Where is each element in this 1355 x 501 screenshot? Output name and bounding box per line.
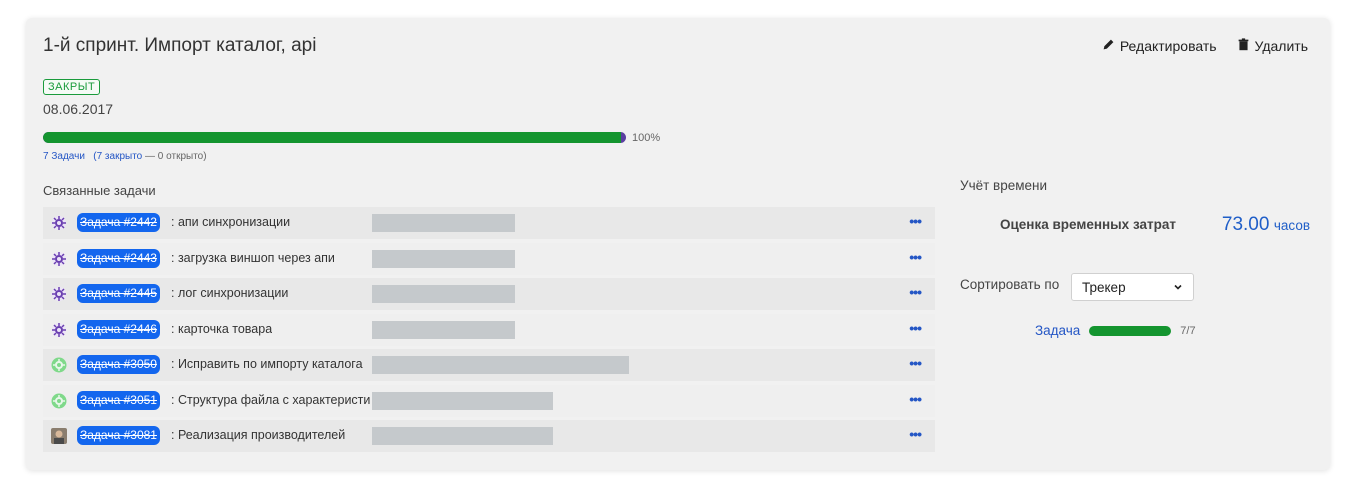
- sort-select[interactable]: Трекер: [1071, 273, 1194, 301]
- task-more-button[interactable]: •••: [909, 284, 922, 300]
- estimate-hours: 73.00: [1221, 214, 1270, 235]
- page-title: 1-й спринт. Импорт каталог, api: [43, 35, 317, 56]
- task-row: Задача #2445 : лог синхронизации •••: [43, 278, 935, 310]
- task-more-button[interactable]: •••: [909, 426, 922, 442]
- estimate-unit: часов: [1273, 218, 1310, 233]
- delete-button[interactable]: Удалить: [1237, 38, 1308, 54]
- task-subject: : карточка товара: [171, 321, 273, 336]
- task-row: Задача #3050 : Исправить по импорту ката…: [43, 349, 935, 381]
- gear-green-icon: [51, 357, 67, 373]
- gear-purple-icon: [51, 251, 67, 267]
- avatar-icon: [51, 428, 67, 444]
- chevron-down-icon: [1174, 284, 1182, 290]
- redacted-block: [372, 214, 515, 232]
- task-subject: : лог синхронизации: [171, 286, 289, 300]
- estimate-value: 73.00 часов: [1222, 214, 1310, 236]
- time-tracking-title: Учёт времени: [960, 178, 1048, 193]
- redacted-block: [372, 356, 629, 374]
- group-progress-bar: [1089, 325, 1172, 336]
- open-count-text: — 0 открыто): [142, 151, 207, 162]
- edit-label: Редактировать: [1119, 38, 1217, 54]
- task-subject: : загрузка виншоп через апи: [171, 250, 335, 265]
- task-link[interactable]: Задача #3050: [77, 355, 160, 374]
- redacted-block: [372, 249, 515, 268]
- task-row: Задача #2443 : загрузка виншоп через апи…: [43, 242, 935, 275]
- delete-label: Удалить: [1254, 38, 1308, 54]
- task-subject: : Структура файла с характеристи: [171, 392, 371, 407]
- sprint-card: 1-й спринт. Импорт каталог, api Редактир…: [26, 18, 1330, 470]
- redacted-block: [372, 320, 515, 339]
- status-badge: ЗАКРЫТ: [43, 79, 101, 95]
- task-row: Задача #2442 : апи синхронизации •••: [43, 207, 935, 239]
- sort-label: Сортировать по: [960, 277, 1060, 292]
- edit-button[interactable]: Редактировать: [1102, 38, 1217, 54]
- task-counts: 7 Задачи (7 закрыто — 0 открыто): [43, 151, 207, 162]
- redacted-block: [372, 427, 553, 445]
- task-subject: : апи синхронизации: [171, 215, 291, 229]
- task-row: Задача #3081 : Реализация производителей…: [43, 420, 935, 452]
- sprint-progress-bar: [43, 132, 626, 143]
- sprint-progress-fill: [43, 132, 622, 143]
- task-subject: : Реализация производителей: [171, 428, 346, 442]
- tasks-count-link[interactable]: 7 Задачи: [43, 151, 85, 162]
- task-more-button[interactable]: •••: [909, 319, 922, 336]
- redacted-block: [372, 391, 553, 410]
- task-link[interactable]: Задача #2442: [77, 213, 160, 232]
- gear-green-icon: [51, 393, 67, 409]
- trash-icon: [1237, 38, 1250, 54]
- sort-selected-value: Трекер: [1082, 279, 1126, 295]
- related-tasks-title: Связанные задачи: [43, 183, 156, 198]
- gear-purple-icon: [51, 286, 67, 302]
- redacted-block: [372, 285, 515, 303]
- progress-percent: 100%: [632, 132, 661, 144]
- task-subject: : Исправить по импорту каталога: [171, 357, 363, 371]
- group-progress-fill: [1089, 325, 1172, 336]
- task-more-button[interactable]: •••: [909, 355, 922, 371]
- card-actions: Редактировать Удалить: [1102, 38, 1308, 54]
- sprint-date: 08.06.2017: [43, 101, 114, 117]
- estimate-label: Оценка временных затрат: [1000, 217, 1176, 232]
- gear-purple-icon: [51, 215, 67, 231]
- gear-purple-icon: [51, 322, 67, 338]
- task-more-button[interactable]: •••: [909, 390, 922, 407]
- task-row: Задача #3051 : Структура файла с характе…: [43, 384, 935, 417]
- pencil-icon: [1102, 38, 1115, 54]
- task-more-button[interactable]: •••: [909, 213, 922, 229]
- task-link[interactable]: Задача #2443: [77, 248, 160, 268]
- task-link[interactable]: Задача #3051: [77, 390, 160, 410]
- task-row: Задача #2446 : карточка товара •••: [43, 313, 935, 346]
- closed-count-link[interactable]: (7 закрыто: [93, 151, 143, 162]
- task-more-button[interactable]: •••: [909, 248, 922, 265]
- task-link[interactable]: Задача #2445: [77, 284, 160, 303]
- group-count: 7/7: [1180, 324, 1196, 337]
- task-link[interactable]: Задача #2446: [77, 319, 160, 339]
- task-link[interactable]: Задача #3081: [77, 426, 160, 445]
- group-progress-row: Задача 7/7: [1035, 323, 1196, 338]
- group-link-task[interactable]: Задача: [1035, 323, 1081, 338]
- related-tasks-list: Задача #2442 : апи синхронизации ••• Зад…: [43, 207, 935, 456]
